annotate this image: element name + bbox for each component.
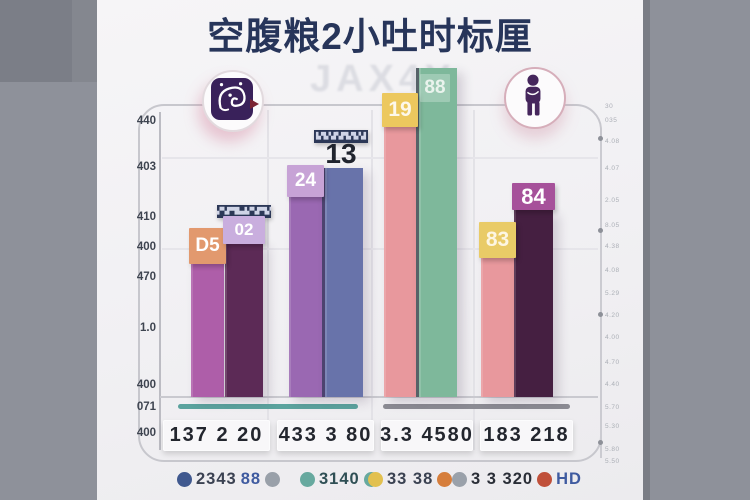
ruler-dot-icon [598,228,603,233]
ruler-tick-label: 8.05 [605,222,620,229]
legend-text: 3140 [319,469,360,488]
gridline-vertical [371,110,373,450]
photo-background-left-mid [72,0,97,82]
bar-value-label: D5 [189,228,226,264]
legend-dot-icon [437,471,453,487]
y-axis-tick-label: 400 [136,241,156,253]
ruler-dot-icon [598,440,603,445]
legend-text: 33 38 [387,469,434,488]
group-underline [178,404,358,409]
bar [384,95,416,397]
ruler-dot-icon [598,312,603,317]
group-underline [383,404,570,409]
x-axis-category-box: 183 218 [480,420,573,451]
legend-item: 3 3 320 HD [452,468,582,490]
chart-title: 空腹粮2小吐时标厘 [207,16,533,57]
legend-item: 3140 [300,468,379,490]
person-figure-icon-badge [504,67,566,129]
ruler-tick-label: 035 [605,117,618,124]
gridline-horizontal [162,248,598,250]
x-axis-baseline [160,396,598,398]
right-ruler-line [600,138,602,458]
legend-text: 2343 [196,469,237,488]
pointer-arrow-icon [250,99,259,109]
legend-text: 88 [240,469,262,488]
doodle-app-icon [211,78,253,120]
bar-value-label: 24 [287,165,324,197]
photo-background-right-edge [643,0,650,500]
x-axis-category-box: 433 3 80 [277,420,374,451]
ruler-tick-label: 2.05 [605,197,620,204]
y-axis-line [159,112,161,450]
bar-caption-strip: ▞▚▛▜▙▟▞▚▛▜▞ [217,205,271,218]
bar-value-label: 19 [382,93,418,127]
bar-value-label: 13 [325,137,357,169]
ruler-tick-label: 4.08 [605,267,620,274]
bar [322,168,363,397]
bar-value-label: 84 [512,183,555,210]
legend-item: 33 38 [368,468,453,490]
legend-item: 2343 88 [177,468,281,490]
ruler-tick-label: 5.50 [605,458,620,465]
gridline-vertical [473,110,475,450]
ruler-tick-label: 4.38 [605,243,620,250]
ruler-tick-label: 4.20 [605,312,620,319]
gridline-horizontal [162,157,598,159]
ruler-tick-label: 4.70 [605,359,620,366]
y-axis-tick-label: 400 [136,379,156,391]
y-axis-tick-label: 410 [136,211,156,223]
ruler-tick-label: 4.07 [605,165,620,172]
legend-dot-icon [300,471,315,487]
y-axis-tick-label: 403 [136,161,156,173]
ruler-dot-icon [598,136,603,141]
ruler-tick-label: 4.40 [605,381,620,388]
ruler-tick-label: 5.70 [605,404,620,411]
legend-dot-icon [265,471,281,487]
y-axis-tick-label: 071 [136,401,156,413]
legend-text: 3 3 320 [471,469,534,488]
legend-dot-icon [452,471,467,487]
y-axis-tick-label: 400 [136,427,156,439]
x-axis-category-box: 137 2 20 [163,420,270,451]
legend-text: HD [556,469,582,488]
bar-value-label: 02 [223,216,265,244]
y-axis-tick-label: 1.0 [140,322,156,334]
person-figure-icon [525,74,541,116]
x-axis-category-box: 3.3 4580 [380,420,473,451]
ruler-tick-label: 5.80 [605,446,620,453]
bar [416,68,457,397]
bar-caption-strip: ▙▜▞▟▚▛▙▜▞▟ [314,130,368,143]
photo-background-right [643,0,750,500]
bar-value-label: 83 [479,222,516,258]
ruler-tick-label: 5.29 [605,290,620,297]
legend-dot-icon [177,471,192,487]
legend-dot-icon [537,471,553,487]
bar [225,242,263,397]
photo-background-left [0,0,97,500]
ruler-tick-label: 4.00 [605,334,620,341]
bar [191,263,224,397]
ruler-tick-label: 30 [605,103,614,110]
bar [514,210,553,397]
gridline-vertical [267,110,269,450]
bar-value-label: 88 [420,74,450,102]
photo-background-left-dark [0,0,72,82]
y-axis-tick-label: 470 [136,271,156,283]
ruler-tick-label: 5.30 [605,423,620,430]
legend-dot-icon [368,471,383,487]
y-axis-tick-label: 440 [136,115,156,127]
ruler-tick-label: 4.08 [605,138,620,145]
bar [289,197,322,397]
